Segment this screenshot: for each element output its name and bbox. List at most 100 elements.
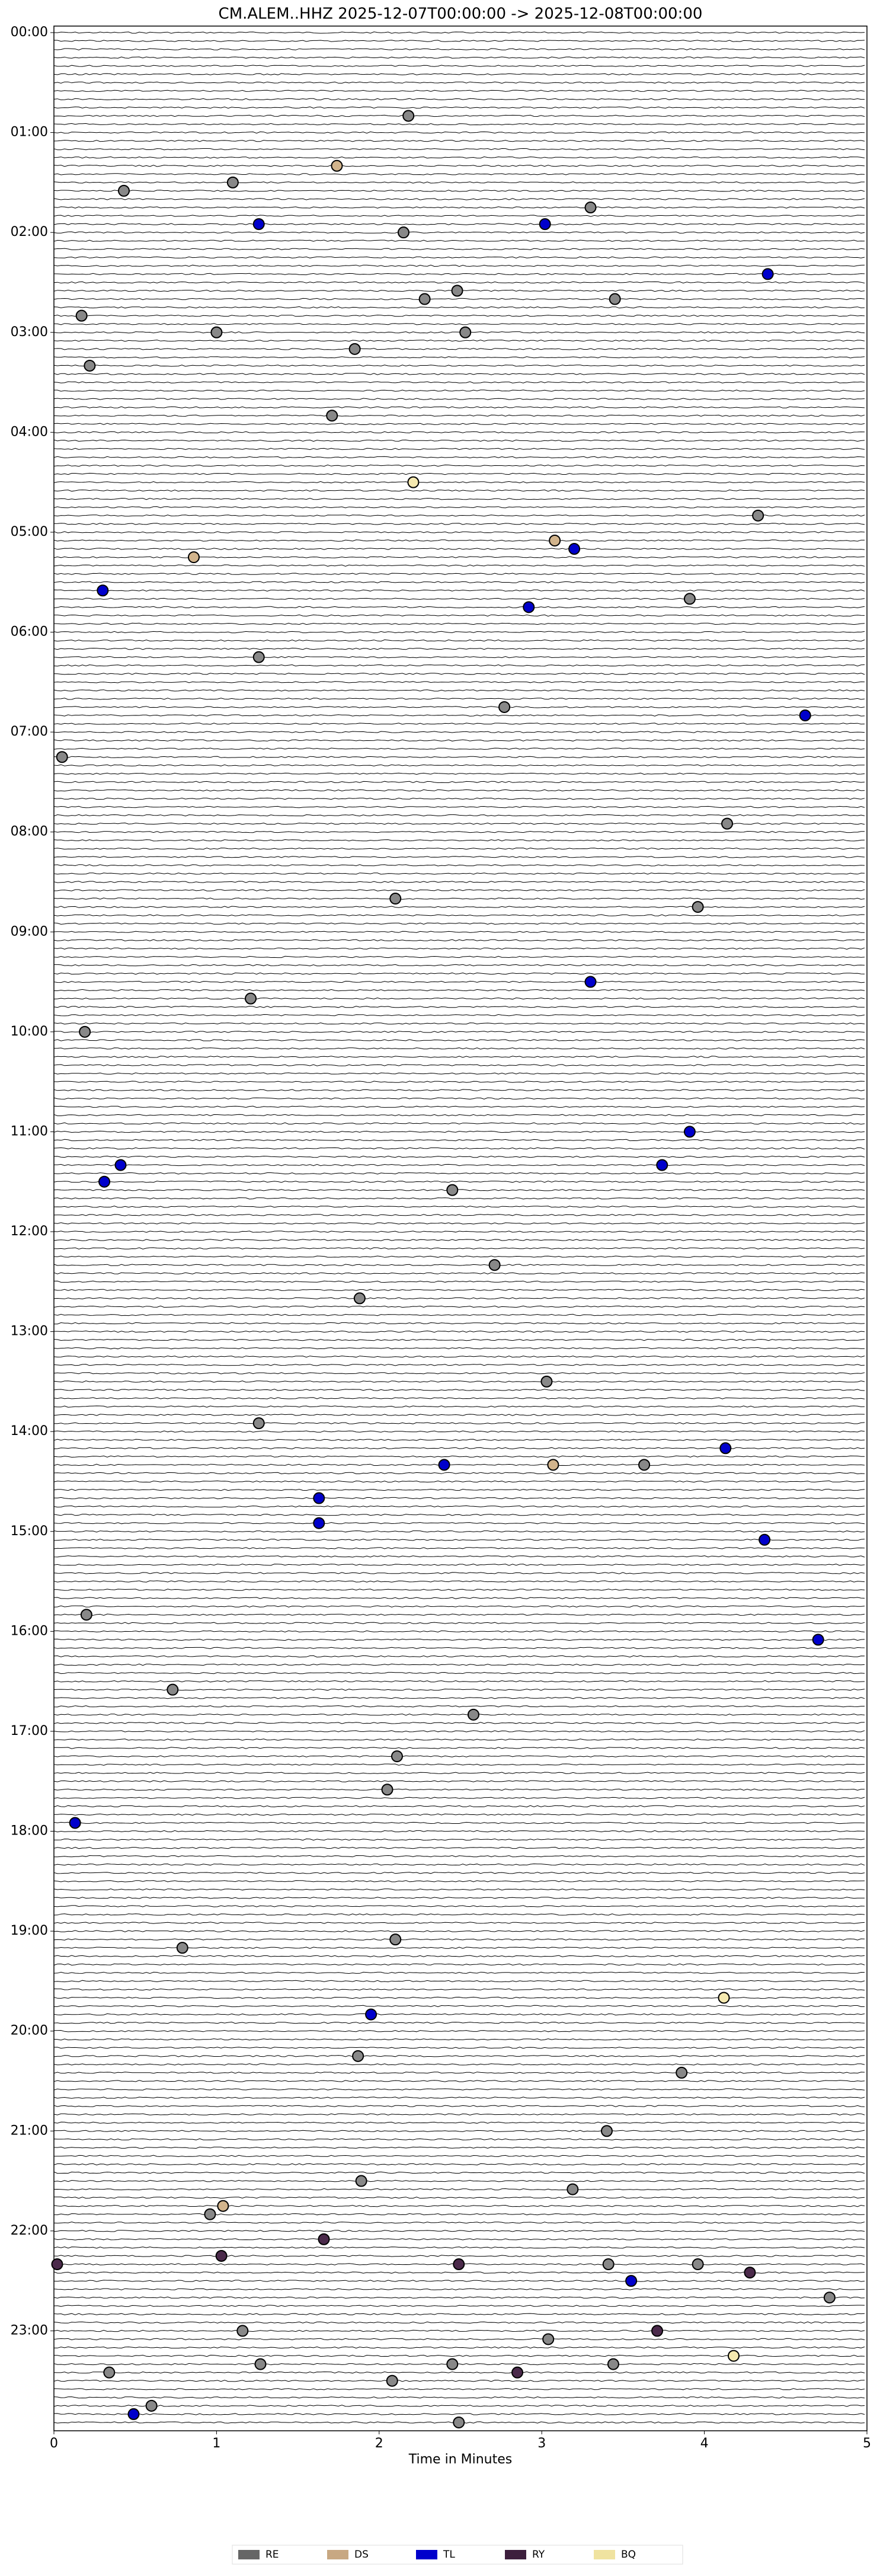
trace: [53, 1289, 865, 1292]
trace: [53, 1081, 865, 1083]
trace: [53, 2105, 865, 2107]
event-marker: [683, 593, 696, 605]
event-marker: [318, 2233, 330, 2245]
trace: [53, 2130, 865, 2132]
trace: [53, 1147, 865, 1150]
event-marker: [511, 2366, 524, 2379]
y-tick-label: 01:00: [11, 125, 48, 140]
trace: [53, 231, 865, 234]
trace: [53, 681, 865, 683]
trace: [53, 756, 865, 758]
trace: [53, 2405, 865, 2407]
y-tick-label: 08:00: [11, 824, 48, 839]
y-tick-label: 11:00: [11, 1124, 48, 1139]
trace: [53, 2338, 865, 2341]
trace: [53, 1797, 865, 1800]
trace: [53, 1347, 865, 1350]
event-marker: [547, 1459, 559, 1471]
trace: [53, 1680, 865, 1683]
event-marker: [56, 751, 68, 763]
event-marker: [215, 2249, 228, 2262]
trace: [53, 81, 865, 84]
trace: [53, 723, 865, 725]
trace: [53, 90, 865, 92]
trace: [53, 2146, 865, 2149]
event-marker: [254, 2358, 267, 2370]
trace: [53, 1830, 865, 1833]
trace: [53, 1089, 865, 1091]
trace: [53, 806, 865, 808]
trace: [53, 1580, 865, 1583]
trace: [53, 1772, 865, 1774]
trace: [53, 1564, 865, 1566]
event-marker: [719, 1442, 732, 1455]
event-marker: [252, 218, 265, 231]
trace: [53, 2213, 865, 2216]
trace: [53, 264, 865, 267]
trace: [53, 581, 865, 583]
trace: [53, 1372, 865, 1375]
trace: [53, 1730, 865, 1733]
trace: [53, 1539, 865, 1541]
trace: [53, 56, 865, 59]
trace: [53, 1555, 865, 1558]
legend-swatch: [238, 2550, 260, 2559]
trace: [53, 2055, 865, 2057]
trace: [53, 1655, 865, 1658]
trace: [53, 1463, 865, 1466]
trace: [53, 1031, 865, 1033]
event-marker: [84, 359, 96, 372]
trace: [53, 989, 865, 992]
trace: [53, 156, 865, 159]
trace: [53, 1530, 865, 1533]
trace: [53, 356, 865, 359]
trace: [53, 2222, 865, 2224]
y-tick-label: 05:00: [11, 525, 48, 539]
event-marker: [397, 226, 409, 239]
trace: [53, 2096, 865, 2099]
trace: [53, 497, 865, 500]
event-marker: [355, 2175, 367, 2187]
trace: [53, 772, 865, 775]
y-tick-label: 10:00: [11, 1024, 48, 1039]
trace: [53, 656, 865, 659]
event-marker: [584, 202, 597, 214]
trace: [53, 114, 865, 117]
trace: [53, 1297, 865, 1300]
event-marker: [402, 110, 415, 122]
trace: [53, 1105, 865, 1108]
event-marker: [453, 2416, 465, 2428]
trace: [53, 872, 865, 875]
x-tick-label: 0: [50, 2436, 58, 2451]
event-marker: [459, 326, 472, 338]
trace: [53, 1472, 865, 1475]
event-marker: [252, 1417, 265, 1430]
event-marker: [365, 2008, 377, 2021]
event-marker: [549, 534, 561, 546]
y-tick-label: 04:00: [11, 424, 48, 439]
trace: [53, 1722, 865, 1724]
trace: [53, 1380, 865, 1383]
trace: [53, 706, 865, 708]
trace: [53, 2246, 865, 2249]
trace: [53, 589, 865, 592]
y-tick-label: 02:00: [11, 225, 48, 239]
trace: [53, 523, 865, 525]
trace: [53, 531, 865, 533]
trace: [53, 273, 865, 276]
trace: [53, 980, 865, 983]
trace: [53, 1247, 865, 1249]
trace: [53, 747, 865, 750]
trace: [53, 897, 865, 900]
y-tick-label: 20:00: [11, 2024, 48, 2038]
trace: [53, 2188, 865, 2191]
legend-swatch: [416, 2550, 437, 2559]
trace: [53, 2088, 865, 2091]
trace: [53, 830, 865, 833]
event-marker: [226, 176, 239, 188]
trace: [53, 1714, 865, 1716]
event-marker: [187, 551, 200, 564]
event-marker: [676, 2066, 688, 2079]
event-marker: [638, 1459, 651, 1471]
